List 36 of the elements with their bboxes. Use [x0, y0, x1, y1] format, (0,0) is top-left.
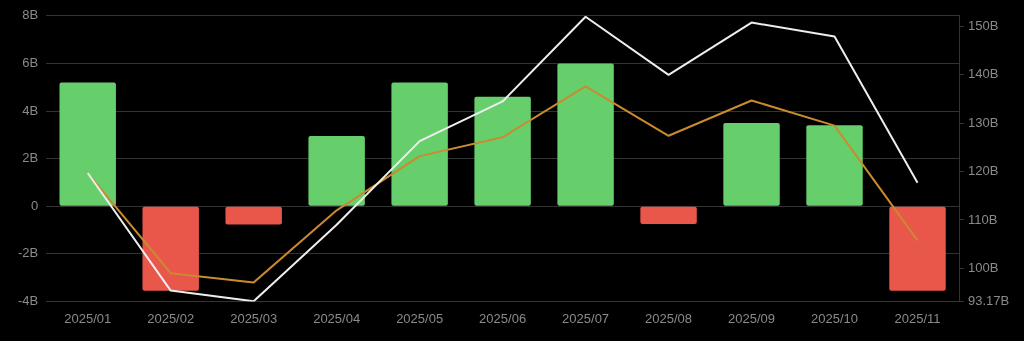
bar [723, 122, 780, 206]
bar [557, 63, 614, 206]
x-tick-label: 2025/10 [811, 310, 859, 326]
bar [391, 82, 448, 206]
y-tick-label: 0 [31, 197, 39, 213]
x-tick-label: 2025/03 [230, 310, 278, 326]
x-tick-label: 2025/11 [894, 310, 941, 326]
y2-tick-label: 100B [968, 259, 999, 275]
bar [142, 206, 199, 291]
bar [889, 206, 946, 291]
x-tick-label: 2025/01 [64, 310, 112, 326]
x-tick-label: 2025/08 [645, 310, 693, 326]
y-tick-label: 6B [22, 54, 39, 70]
y-tick-label: 2B [22, 150, 39, 166]
y-tick-label: -4B [18, 292, 39, 308]
x-tick-label: 2025/04 [313, 310, 361, 326]
x-tick-label: 2025/09 [728, 310, 776, 326]
bar [640, 206, 697, 225]
y2-tick-label: 130B [968, 114, 999, 130]
y2-tick-label: 150B [968, 18, 999, 34]
y2-tick-label: 140B [968, 66, 999, 82]
x-tick-label: 2025/05 [396, 310, 444, 326]
y-tick-label: 4B [22, 102, 39, 118]
x-tick-label: 2025/07 [562, 310, 610, 326]
y-tick-label: 8B [22, 7, 39, 23]
y2-tick-label: 93.17B [968, 292, 1010, 308]
y-tick-label: -2B [18, 245, 39, 261]
bar [59, 82, 116, 206]
bar [308, 135, 365, 206]
y2-tick-label: 110B [968, 211, 998, 227]
y2-tick-label: 120B [968, 163, 999, 179]
x-tick-label: 2025/06 [479, 310, 527, 326]
x-tick-label: 2025/02 [147, 310, 195, 326]
bar [474, 96, 531, 206]
bar [225, 206, 282, 225]
bar [806, 125, 863, 206]
